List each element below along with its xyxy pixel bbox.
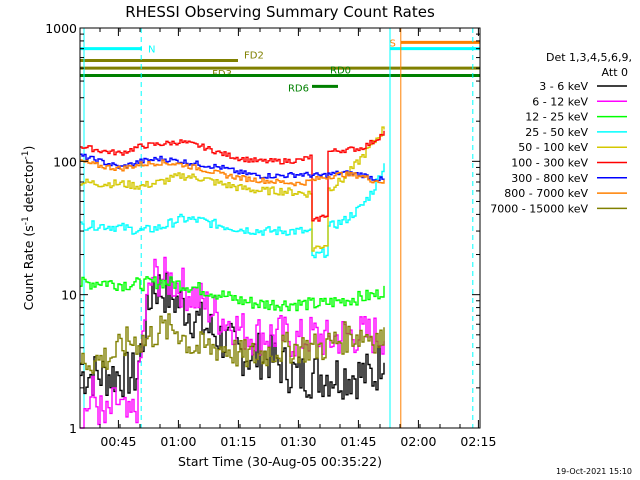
x-tick-label-02-15: 02:15: [460, 434, 496, 449]
series-line-12-25-kev: [80, 276, 385, 312]
y-tick-label-1: 1: [69, 421, 77, 436]
legend-label-7000-15000-kev: 7000 - 15000 keV: [490, 202, 588, 215]
series-line-3-6-kev: [80, 272, 385, 400]
y-axis-label: Count Rate (s-1 detector-1): [21, 146, 36, 311]
x-tick-label-01-00: 01:00: [160, 434, 196, 449]
x-tick-label-00-45: 00:45: [100, 434, 136, 449]
y-tick-label-1000: 1000: [45, 21, 77, 36]
legend: Det 1,3,4,5,6,9, Att 0 3 - 6 keV 6 - 12 k…: [490, 51, 632, 215]
legend-label-12-25-kev: 12 - 25 keV: [525, 111, 588, 124]
x-axis: 00:45 01:00 01:15 01:30 01:45 02:00 02:15: [79, 28, 496, 449]
y-axis: 1 10 100 1000: [45, 21, 480, 436]
flag-label-rd0: RD0: [330, 66, 351, 77]
legend-label-6-12-kev: 6 - 12 keV: [532, 95, 588, 108]
legend-label-3-6-kev: 3 - 6 keV: [539, 80, 588, 93]
series-line-800-7000-kev: [80, 159, 385, 187]
x-axis-label: Start Time (30-Aug-05 00:35:22): [178, 454, 382, 469]
y-tick-label-100: 100: [53, 154, 77, 169]
legend-header-line-2: Att 0: [602, 66, 628, 79]
flag-label-fd2: FD2: [244, 51, 264, 62]
series-line-6-12-kev: [80, 256, 385, 429]
legend-label-50-100-kev: 50 - 100 keV: [518, 141, 588, 154]
series-line-50-100-kev: [80, 126, 385, 252]
legend-label-800-7000-kev: 800 - 7000 keV: [504, 187, 588, 200]
footer-date: 19-Oct-2021 15:10: [556, 467, 632, 476]
x-tick-label-01-30: 01:30: [280, 434, 316, 449]
x-tick-label-01-15: 01:15: [220, 434, 256, 449]
flag-label-rd6: RD6: [288, 83, 309, 94]
legend-label-100-300-kev: 100 - 300 keV: [511, 157, 588, 170]
series-lines: [80, 126, 385, 429]
chart-title: RHESSI Observing Summary Count Rates: [125, 3, 435, 21]
flag-bars: NFD2FD3RD0RD6S: [80, 38, 480, 94]
legend-label-300-800-kev: 300 - 800 keV: [511, 172, 588, 185]
x-tick-label-02-00: 02:00: [400, 434, 436, 449]
x-tick-label-01-45: 01:45: [340, 434, 376, 449]
series-line-100-300-kev: [80, 130, 385, 222]
series-line-7000-15000-kev: [80, 313, 385, 374]
legend-label-25-50-kev: 25 - 50 keV: [525, 126, 588, 139]
flag-label-n: N: [148, 45, 155, 56]
flag-label-s: S: [389, 38, 395, 49]
series-line-25-50-kev: [80, 163, 385, 259]
legend-header-line-1: Det 1,3,4,5,6,9,: [546, 51, 632, 64]
y-tick-label-10: 10: [61, 288, 77, 303]
